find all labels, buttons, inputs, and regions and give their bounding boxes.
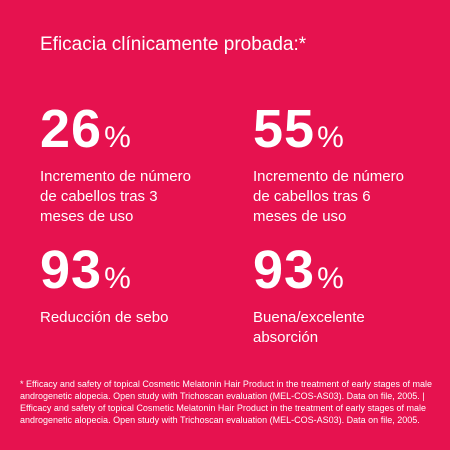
stat-unit: % xyxy=(104,262,132,295)
stat: 26% Incremento de número de cabellos tra… xyxy=(40,102,210,227)
stat-number: 55% xyxy=(253,102,423,165)
stat: 55% Incremento de número de cabellos tra… xyxy=(253,102,423,227)
stat: 93% Buena/excelente absorción xyxy=(253,243,423,348)
stat-label: Incremento de número de cabellos tras 3 … xyxy=(40,168,191,225)
stat-value: 93 xyxy=(40,240,103,300)
footnote: * Efficacy and safety of topical Cosmeti… xyxy=(20,379,433,425)
stat-number: 93% xyxy=(40,243,210,306)
stat: 93% Reducción de sebo xyxy=(40,243,210,328)
stat-unit: % xyxy=(317,121,345,154)
stat-value: 55 xyxy=(253,99,316,159)
stat-unit: % xyxy=(104,121,132,154)
stat-value: 93 xyxy=(253,240,316,300)
stat-label: Reducción de sebo xyxy=(40,309,169,326)
stat-number: 93% xyxy=(253,243,423,306)
title: Eficacia clínicamente probada:* xyxy=(40,34,307,55)
stat-value: 26 xyxy=(40,99,103,159)
stat-number: 26% xyxy=(40,102,210,165)
stat-unit: % xyxy=(317,262,345,295)
stat-label: Buena/excelente absorción xyxy=(253,309,365,346)
stat-label: Incremento de número de cabellos tras 6 … xyxy=(253,168,404,225)
